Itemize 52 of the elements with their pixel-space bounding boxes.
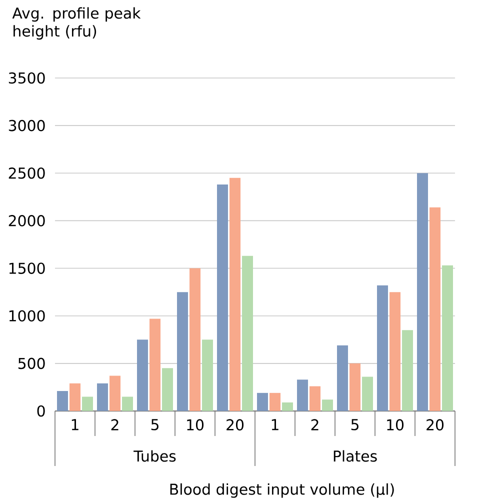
x-tick-label: 2 [311,419,318,430]
text: Tubes [134,450,176,462]
bar [270,392,280,411]
x-tick-label: 10 [387,419,404,430]
bar [217,184,228,411]
bar [417,173,428,411]
y-tick-label: 0 [37,405,45,417]
bar [362,376,374,411]
bar [57,391,68,411]
x-tick-label: 1 [72,419,78,430]
x-axis-title: Blood digest input volume (µl) [170,483,394,498]
bar [377,285,388,411]
bar [442,265,454,411]
x-tick-label: 2 [111,419,118,430]
bar [150,318,160,411]
x-tick-label: 20 [226,419,244,430]
y-tick-label: 3500 [8,72,45,84]
bar [257,392,268,411]
y-axis-title: Avg. profile peak height (rfu) [12,7,141,40]
y-tick-label: 3000 [8,120,45,132]
y-tick-label: 500 [18,358,45,370]
bar [297,380,308,411]
bar [322,400,334,411]
x-tick-label: 1 [272,419,278,430]
y-tick-label: 2500 [8,167,45,179]
bar [70,383,80,411]
bar [82,396,93,411]
bar [177,292,188,411]
x-tick-label: 10 [187,419,204,430]
bar [402,330,414,411]
bar [310,386,321,411]
bar [337,345,348,411]
bar [190,268,200,411]
y-tick-label: 1000 [9,310,45,322]
bar [282,402,293,411]
bar [350,363,361,411]
bar [202,340,213,411]
bar [122,396,133,411]
x-tick-label: 20 [426,419,444,430]
text: Plates [334,450,377,462]
bar [390,292,401,411]
bar [97,383,108,411]
bar [137,340,148,411]
y-tick-label: 1500 [9,262,45,274]
x-tick-label: 5 [351,419,358,430]
bar [162,368,173,411]
bar [230,178,240,411]
x-tick-label: 5 [151,419,158,430]
bar [242,256,253,411]
bar [110,376,120,411]
y-tick-label: 2000 [8,215,45,226]
bar [430,207,441,411]
